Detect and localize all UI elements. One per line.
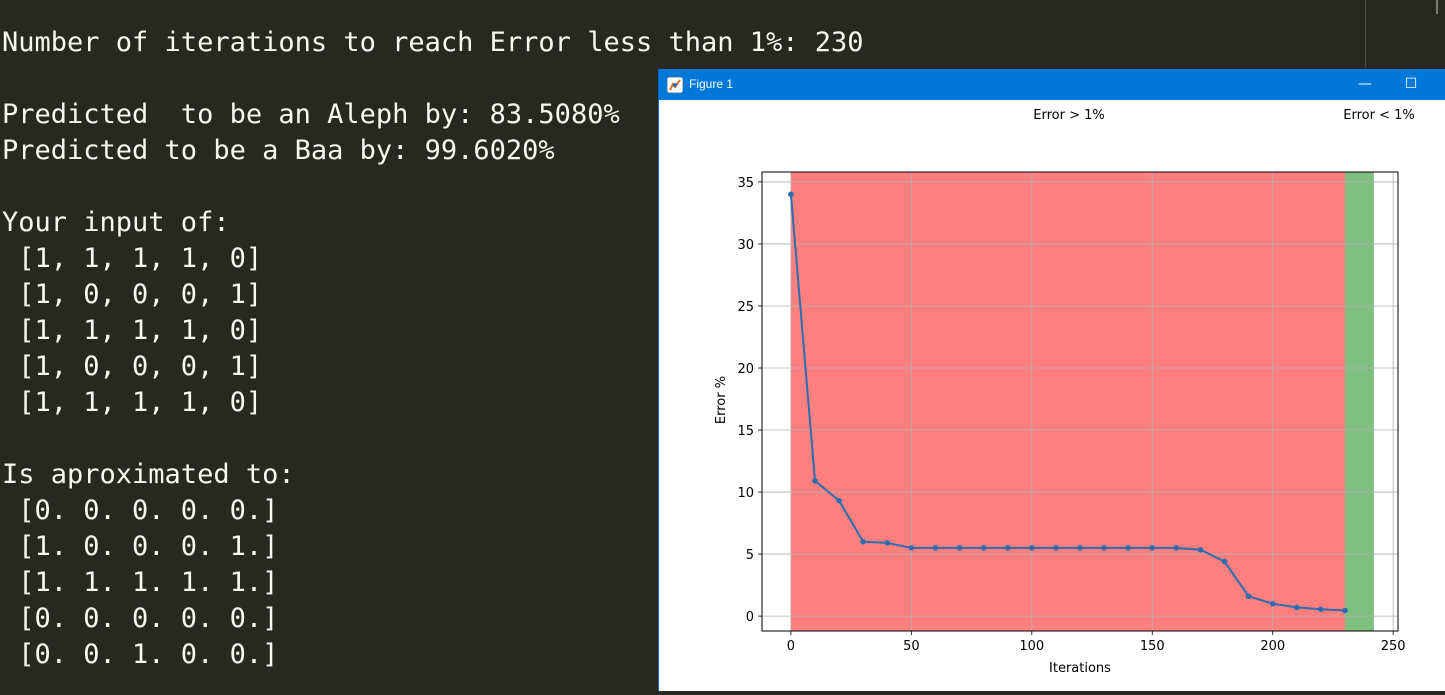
figure-window[interactable]: Figure 1 — ☐ Error > 1% Error < 1% 0 50 10… bbox=[658, 69, 1445, 691]
data-point bbox=[1077, 545, 1083, 551]
x-tick-label: 0 bbox=[787, 639, 795, 654]
x-tick-label: 250 bbox=[1381, 639, 1406, 654]
data-point bbox=[1125, 545, 1131, 551]
x-tick-label: 150 bbox=[1140, 639, 1165, 654]
data-point bbox=[908, 545, 915, 551]
data-point bbox=[1342, 607, 1348, 614]
y-tick-label: 0 bbox=[746, 610, 754, 625]
input-row: [1, 0, 0, 0, 1] bbox=[2, 351, 279, 382]
window-title: Figure 1 bbox=[689, 77, 734, 91]
input-header: Your input of: bbox=[2, 207, 230, 238]
x-tick-label: 50 bbox=[903, 639, 920, 654]
maximize-button[interactable]: ☐ bbox=[1404, 76, 1418, 92]
data-point bbox=[1245, 593, 1252, 600]
error-series-line bbox=[789, 194, 1346, 612]
y-tick-label: 10 bbox=[737, 486, 754, 501]
data-point bbox=[1149, 545, 1156, 551]
editor-ruler bbox=[1365, 0, 1366, 68]
region-error-low bbox=[1345, 172, 1374, 631]
approx-header: Is aproximated to: bbox=[2, 459, 295, 490]
approx-row: [0. 0. 0. 0. 0.] bbox=[2, 495, 295, 526]
data-point bbox=[1221, 558, 1228, 565]
data-point bbox=[1197, 546, 1204, 553]
data-point bbox=[836, 497, 842, 504]
y-tick-label: 5 bbox=[746, 548, 754, 563]
input-row: [1, 1, 1, 1, 0] bbox=[2, 387, 279, 418]
plot-canvas[interactable]: Error > 1% Error < 1% 0 50 100 150 200 250 0 5 1… bbox=[659, 100, 1445, 691]
y-tick-label: 15 bbox=[737, 424, 754, 439]
data-point bbox=[1318, 606, 1324, 613]
data-point bbox=[1004, 545, 1011, 551]
data-point bbox=[812, 478, 818, 484]
approx-row: [1. 1. 1. 1. 1.] bbox=[2, 567, 295, 598]
minimize-button[interactable]: — bbox=[1358, 76, 1372, 92]
region-error-high bbox=[790, 172, 1345, 631]
region-label-high: Error > 1% bbox=[1033, 108, 1104, 123]
approx-row: [0. 0. 0. 0. 0.] bbox=[2, 603, 295, 634]
data-point bbox=[788, 191, 794, 198]
scrollbar-marker[interactable] bbox=[1436, 0, 1438, 14]
y-tick-label: 20 bbox=[737, 362, 754, 377]
x-axis-label: Iterations bbox=[1049, 661, 1111, 676]
matplotlib-icon bbox=[667, 77, 683, 93]
approx-row: [1. 0. 0. 0. 1.] bbox=[2, 531, 295, 562]
data-point bbox=[1029, 545, 1035, 551]
error-chart: Error > 1% Error < 1% 0 50 100 150 200 250 0 5 1… bbox=[714, 108, 1415, 676]
data-point bbox=[1053, 545, 1059, 551]
y-axis-label: Error % bbox=[714, 376, 729, 424]
data-point bbox=[1173, 545, 1180, 551]
input-row: [1, 1, 1, 1, 0] bbox=[2, 315, 279, 346]
x-tick-label: 200 bbox=[1260, 639, 1285, 654]
data-point bbox=[980, 545, 987, 551]
y-tick-label: 25 bbox=[737, 300, 754, 315]
data-point bbox=[1269, 600, 1276, 607]
iterations-line: Number of iterations to reach Error less… bbox=[2, 27, 864, 58]
y-tick-label: 35 bbox=[737, 176, 754, 191]
y-tick-label: 30 bbox=[737, 238, 754, 253]
data-point bbox=[932, 545, 939, 551]
data-point bbox=[860, 538, 866, 545]
data-point bbox=[1294, 604, 1300, 611]
region-label-low: Error < 1% bbox=[1343, 108, 1414, 123]
data-point bbox=[884, 540, 891, 546]
aleph-prediction-line: Predicted to be an Aleph by: 83.5080% bbox=[2, 99, 620, 130]
approx-row: [0. 0. 1. 0. 0.] bbox=[2, 639, 295, 670]
data-point bbox=[1101, 545, 1107, 551]
x-tick-label: 100 bbox=[1019, 639, 1044, 654]
input-row: [1, 1, 1, 1, 0] bbox=[2, 243, 279, 274]
data-point bbox=[956, 545, 963, 551]
plot-frame bbox=[761, 171, 1399, 632]
window-titlebar[interactable]: Figure 1 — ☐ bbox=[659, 69, 1445, 100]
input-row: [1, 0, 0, 0, 1] bbox=[2, 279, 279, 310]
baa-prediction-line: Predicted to be a Baa by: 99.6020% bbox=[2, 135, 555, 166]
